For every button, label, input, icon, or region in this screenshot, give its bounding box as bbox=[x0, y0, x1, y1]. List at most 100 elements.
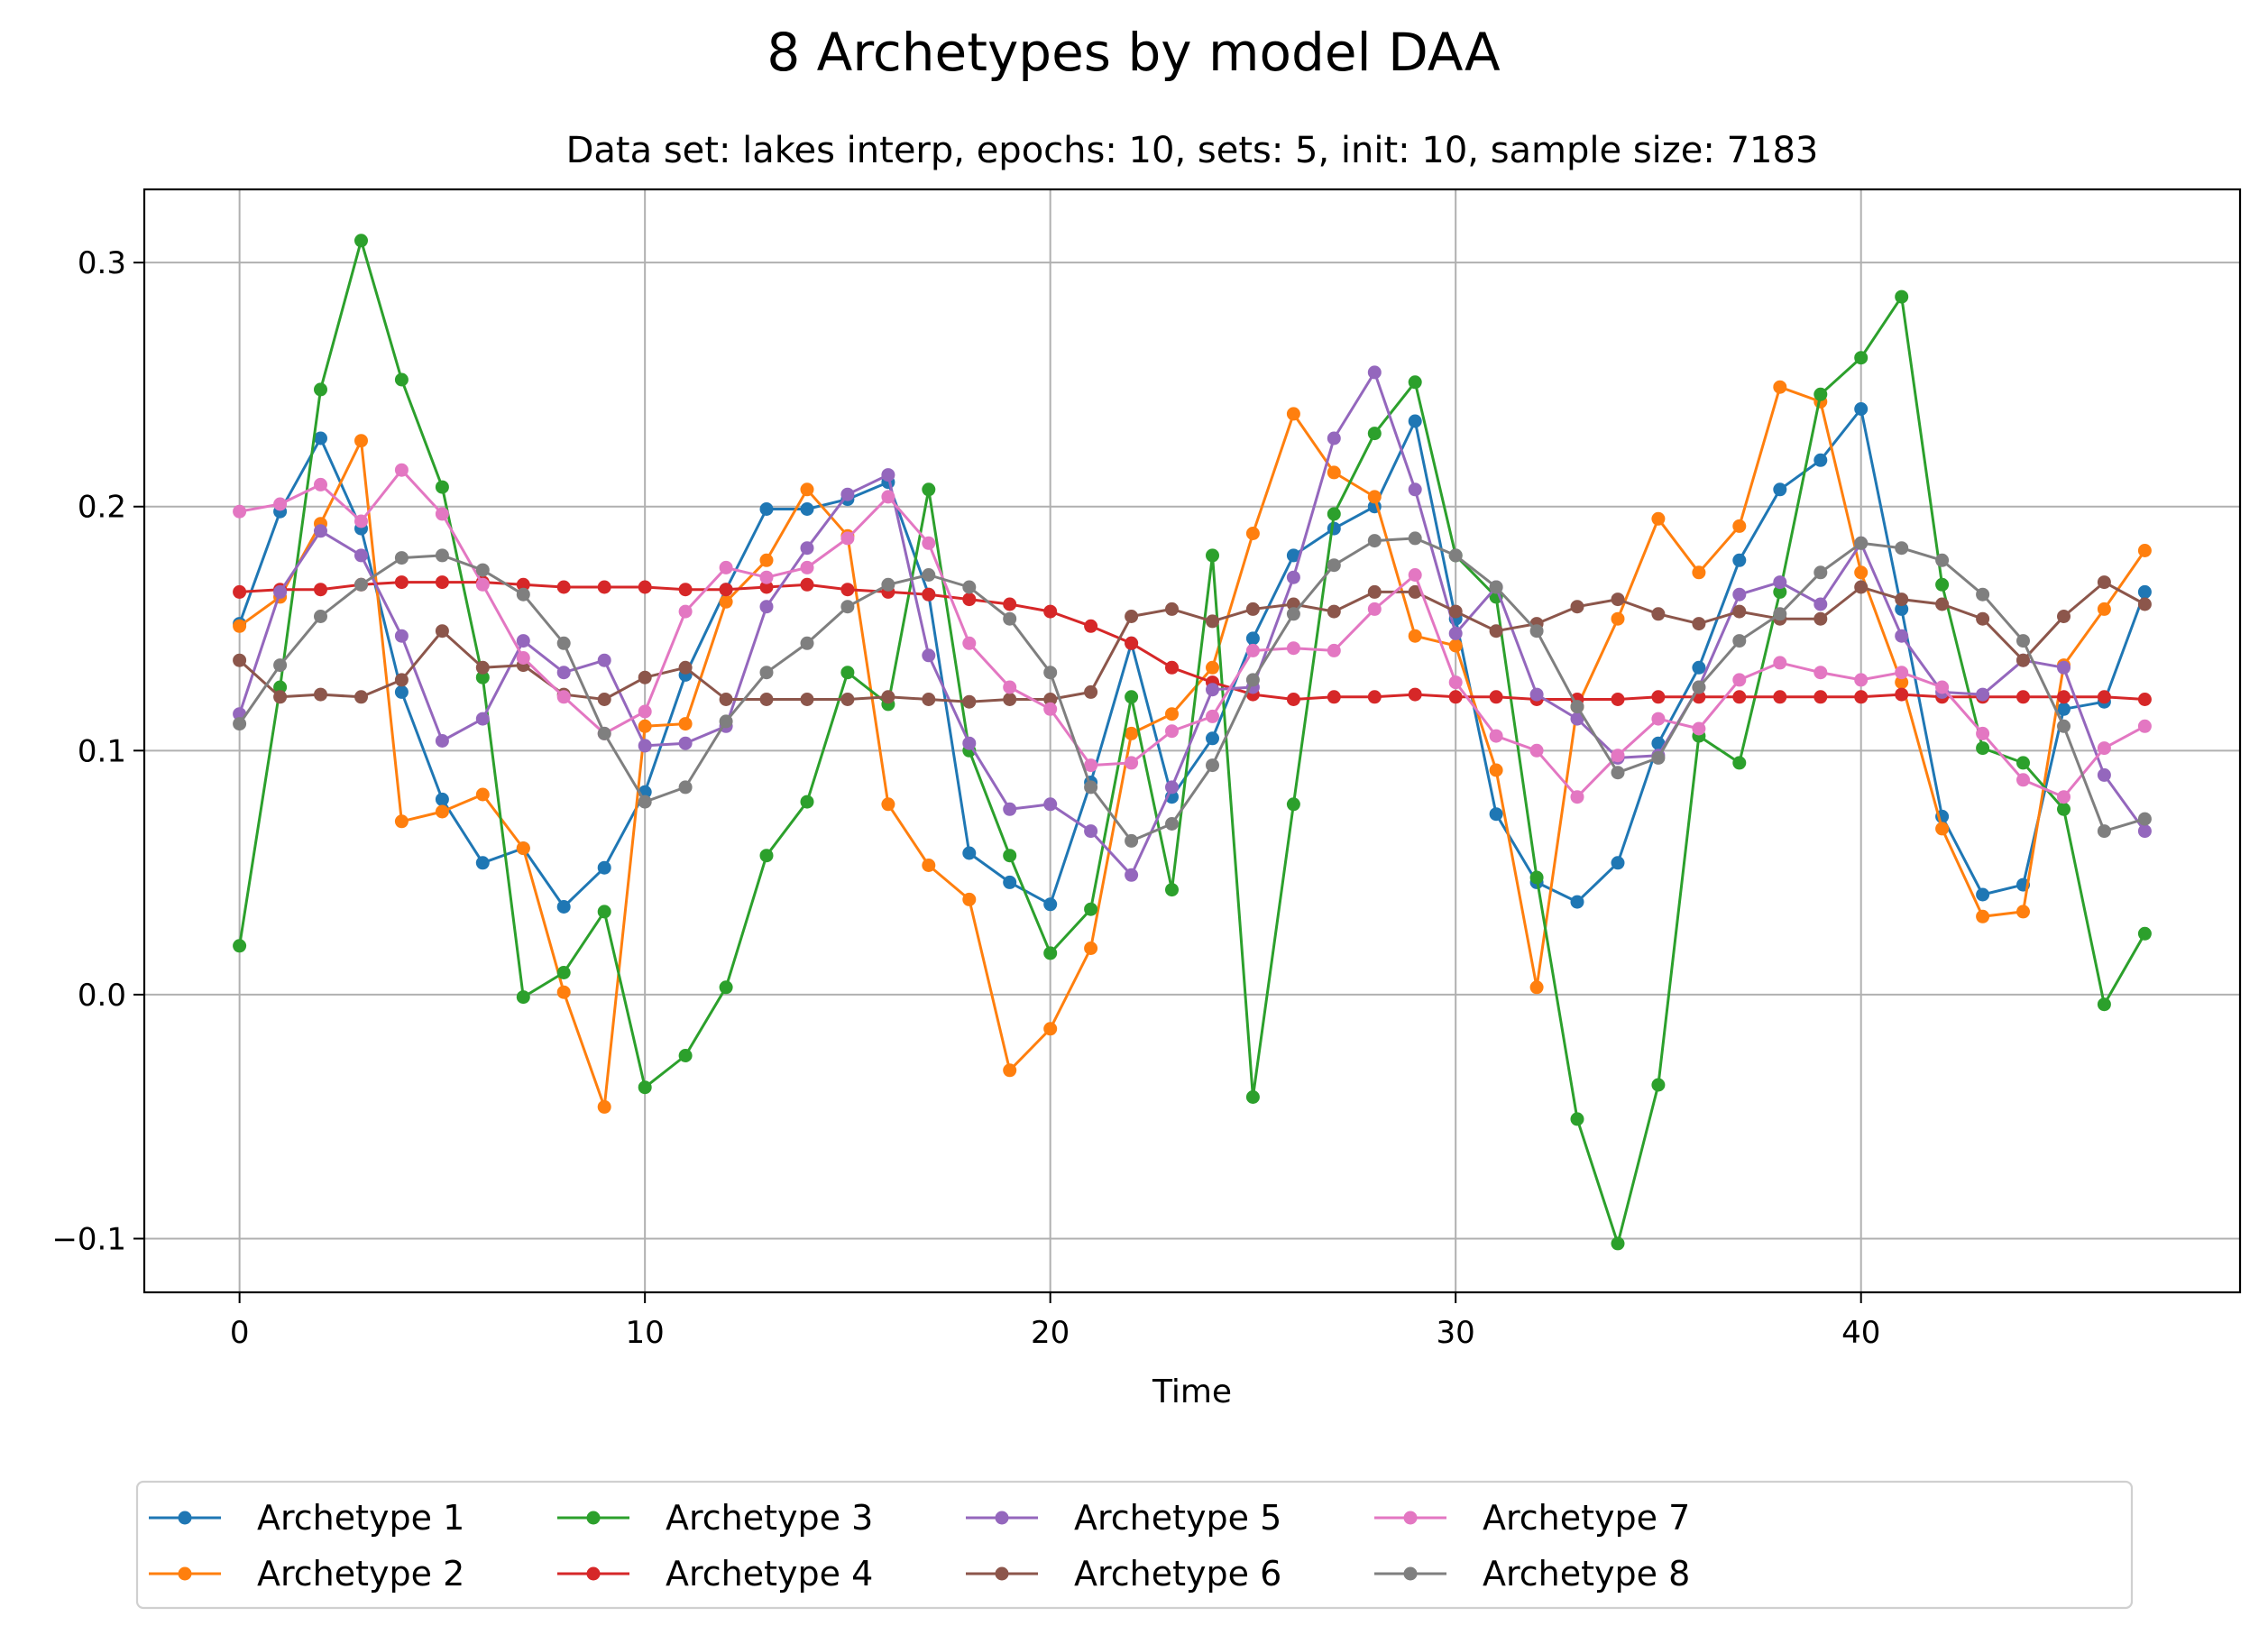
data-point bbox=[1206, 709, 1219, 723]
data-point bbox=[1084, 758, 1098, 773]
data-point bbox=[1206, 758, 1219, 773]
data-point bbox=[1003, 875, 1017, 889]
data-point bbox=[1813, 597, 1828, 611]
data-point bbox=[1611, 693, 1625, 706]
data-point bbox=[1286, 607, 1300, 621]
data-point bbox=[1408, 482, 1422, 497]
data-point bbox=[1327, 643, 1341, 657]
data-point bbox=[719, 714, 733, 729]
legend-label: Archetype 2 bbox=[257, 1554, 464, 1594]
data-point bbox=[1529, 624, 1544, 638]
data-point bbox=[516, 587, 530, 602]
data-point bbox=[233, 717, 247, 731]
data-point bbox=[1692, 660, 1706, 675]
x-tick-label: 20 bbox=[1031, 1315, 1070, 1351]
plot-area-frame bbox=[142, 188, 2242, 1294]
data-point bbox=[354, 234, 368, 248]
chart-title: 8 Archetypes by model DAA bbox=[767, 22, 1501, 83]
legend-frame bbox=[135, 1480, 2134, 1610]
data-point bbox=[1206, 614, 1219, 629]
legend-label: Archetype 7 bbox=[1483, 1498, 1690, 1538]
data-point bbox=[1935, 597, 1950, 611]
data-point bbox=[2097, 824, 2111, 839]
data-point bbox=[2057, 660, 2071, 675]
data-point bbox=[1976, 887, 1990, 902]
data-point bbox=[1692, 617, 1706, 631]
data-point bbox=[1408, 568, 1422, 582]
data-point bbox=[922, 648, 936, 663]
data-point bbox=[273, 658, 288, 673]
data-point bbox=[435, 624, 449, 638]
data-point bbox=[2137, 544, 2152, 557]
legend-item: Archetype 7 bbox=[1374, 1498, 1690, 1538]
data-point bbox=[233, 939, 247, 953]
data-point bbox=[1732, 634, 1747, 648]
data-point bbox=[1165, 660, 1179, 675]
data-point bbox=[597, 693, 611, 706]
data-point bbox=[435, 480, 449, 494]
data-point bbox=[1286, 797, 1300, 812]
data-point bbox=[800, 636, 814, 650]
data-point bbox=[1165, 602, 1179, 616]
data-point bbox=[1895, 289, 1909, 304]
data-point bbox=[2137, 812, 2152, 826]
series-layer bbox=[233, 234, 2152, 1251]
data-point bbox=[1651, 511, 1666, 526]
data-point bbox=[800, 541, 814, 556]
data-point bbox=[1976, 687, 1990, 702]
data-point bbox=[1043, 693, 1058, 706]
data-point bbox=[1367, 584, 1382, 599]
data-point bbox=[2057, 690, 2071, 704]
data-point bbox=[1570, 700, 1584, 714]
data-point bbox=[475, 577, 490, 592]
data-point bbox=[719, 594, 733, 609]
data-point bbox=[1245, 643, 1260, 657]
data-point bbox=[840, 693, 855, 706]
data-point bbox=[1448, 638, 1463, 653]
data-point bbox=[1165, 883, 1179, 897]
data-point bbox=[1976, 741, 1990, 756]
series-line bbox=[239, 468, 2146, 799]
data-point bbox=[1854, 351, 1869, 365]
data-point bbox=[2016, 905, 2030, 919]
data-point bbox=[1773, 380, 1787, 394]
data-point bbox=[354, 548, 368, 563]
data-point bbox=[1813, 565, 1828, 580]
data-point bbox=[597, 580, 611, 594]
legend-label: Archetype 3 bbox=[666, 1498, 873, 1538]
data-point bbox=[435, 792, 449, 806]
data-point bbox=[1043, 897, 1058, 912]
data-point bbox=[1003, 680, 1017, 694]
data-point bbox=[1286, 407, 1300, 421]
data-point bbox=[1245, 1090, 1260, 1104]
data-point bbox=[516, 634, 530, 648]
data-point bbox=[1043, 604, 1058, 619]
data-point bbox=[1489, 729, 1503, 743]
data-point bbox=[556, 580, 571, 594]
data-point bbox=[2137, 824, 2152, 839]
data-point bbox=[1367, 427, 1382, 441]
data-point bbox=[1043, 797, 1058, 812]
y-tick-label: 0.3 bbox=[78, 245, 126, 281]
data-point bbox=[678, 583, 693, 597]
data-point bbox=[556, 636, 571, 650]
data-point bbox=[1245, 527, 1260, 540]
data-point bbox=[2057, 790, 2071, 804]
data-point bbox=[1408, 584, 1422, 599]
data-point bbox=[678, 1049, 693, 1062]
data-point bbox=[1935, 680, 1950, 694]
data-point bbox=[881, 577, 895, 592]
data-point bbox=[1489, 624, 1503, 638]
data-point bbox=[840, 531, 855, 546]
data-point bbox=[475, 856, 490, 870]
data-point bbox=[516, 577, 530, 592]
data-point bbox=[2057, 719, 2071, 733]
data-point bbox=[638, 1080, 652, 1095]
data-point bbox=[1327, 465, 1341, 480]
data-point bbox=[1895, 593, 1909, 607]
data-point bbox=[1327, 690, 1341, 704]
legend-marker bbox=[995, 1566, 1009, 1581]
data-point bbox=[1408, 687, 1422, 702]
data-point bbox=[1327, 521, 1341, 536]
data-point bbox=[962, 892, 977, 906]
